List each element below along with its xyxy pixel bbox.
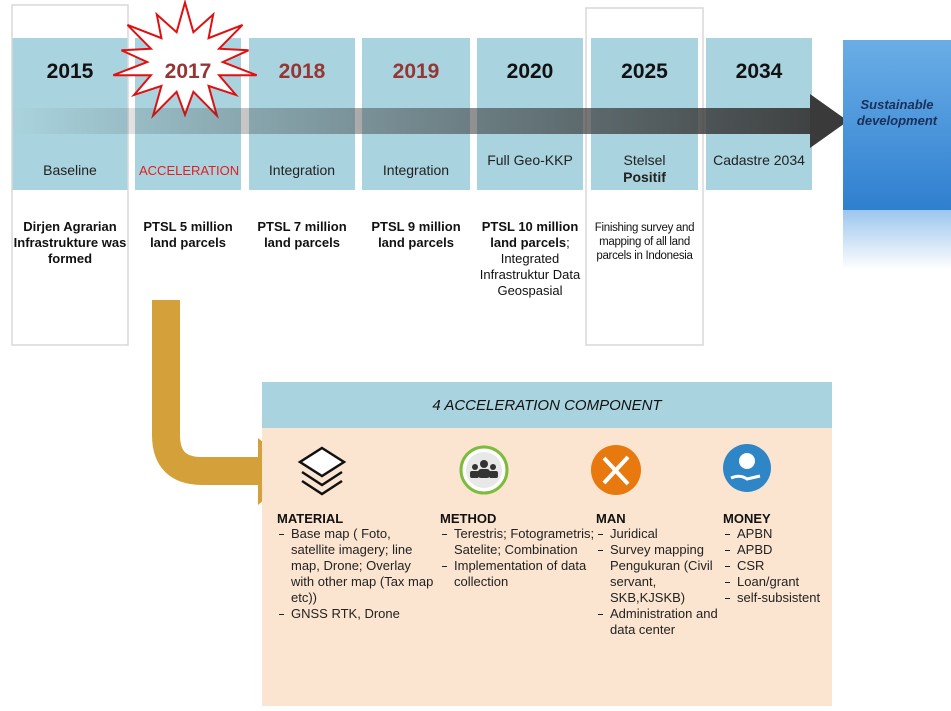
points: Juridical Survey mapping Pengukuran (Civi…	[596, 526, 723, 638]
phase: ACCELERATION	[139, 162, 240, 179]
goal: Sustainable development	[856, 97, 938, 128]
description: PTSL 7 million land parcels	[249, 219, 355, 251]
timeline-arrowhead	[810, 94, 848, 148]
point: Base map ( Foto, satellite imagery; line…	[277, 526, 437, 606]
goal-fade	[843, 210, 951, 270]
point: GNSS RTK, Drone	[277, 606, 437, 622]
year: 2015	[46, 60, 94, 83]
component: MAN Juridical Survey mapping Pengukuran (C…	[596, 511, 723, 638]
phase: Integration	[366, 162, 466, 179]
description: Dirjen Agrarian Infrastrukture was forme…	[12, 219, 128, 267]
method-icon	[459, 445, 509, 495]
phase-text: Baseline	[43, 162, 97, 178]
year: 2034	[735, 60, 783, 83]
description: PTSL 10 million land parcels; Integrated…	[477, 219, 583, 299]
component: MONEY APBN APBD CSR Loan/grant self-subsisten…	[723, 511, 831, 606]
point: Terestris; Fotogrametris; Satelite; Comb…	[440, 526, 595, 558]
description-text: PTSL 7 million land parcels	[257, 219, 347, 250]
point: Juridical	[596, 526, 723, 542]
description: PTSL 9 million land parcels	[362, 219, 470, 251]
phase-text: Cadastre 2034	[713, 152, 805, 168]
frame	[585, 7, 704, 346]
phase-text: Integration	[382, 162, 450, 178]
year: 2017	[164, 60, 212, 83]
phase-text: Integration	[268, 162, 336, 178]
year: 2018	[278, 60, 326, 83]
component: MATERIAL Base map ( Foto, satellite image…	[277, 511, 437, 622]
points: Base map ( Foto, satellite imagery; line…	[277, 526, 437, 622]
point: self-subsistent	[723, 590, 831, 606]
point: APBD	[723, 542, 831, 558]
phase-text: ACCELERATION	[139, 163, 240, 178]
point: APBN	[723, 526, 831, 542]
phase: Integration	[253, 162, 351, 179]
phase: Full Geo-KKP	[481, 152, 579, 169]
phase: Stelsel Positif	[595, 152, 694, 186]
phase-text: Full Geo-KKP	[487, 152, 573, 168]
point: CSR	[723, 558, 831, 574]
goal-box	[843, 40, 951, 210]
component-title: 4 ACCELERATION COMPONENT	[432, 397, 662, 414]
description: Finishing survey and mapping of all land…	[591, 221, 698, 263]
component-name: MONEY	[723, 511, 771, 526]
note: Finishing survey and mapping of all land…	[594, 222, 695, 262]
phase: Cadastre 2034	[710, 152, 808, 169]
description-text: PTSL 5 million land parcels	[143, 219, 233, 250]
point: Implementation of data collection	[440, 558, 595, 590]
point: Loan/grant	[723, 574, 831, 590]
component: METHOD Terestris; Fotogrametris; Satelite…	[440, 511, 595, 590]
material-icon	[297, 446, 347, 496]
money-icon	[723, 444, 771, 492]
component-name: MAN	[596, 511, 626, 526]
description-text: PTSL 9 million land parcels	[371, 219, 461, 250]
points: APBN APBD CSR Loan/grant self-subsistent	[723, 526, 831, 606]
year: 2020	[506, 60, 554, 83]
points: Terestris; Fotogrametris; Satelite; Comb…	[440, 526, 595, 590]
man-icon	[591, 445, 641, 495]
year: 2019	[392, 60, 440, 83]
phase-bold: Positif	[623, 169, 666, 185]
timeline-arrow-body	[12, 108, 812, 134]
year: 2025	[621, 60, 668, 83]
component-header	[262, 382, 832, 428]
phase-text: Stelsel	[623, 152, 666, 168]
description-text: PTSL 10 million land parcels	[481, 219, 579, 250]
note: ; Integrated Infrastruktur Data Geospasi…	[479, 235, 581, 298]
component-name: MATERIAL	[277, 511, 344, 526]
gold-arrow	[152, 300, 262, 485]
component-name: METHOD	[440, 511, 497, 526]
description-text: Dirjen Agrarian Infrastrukture was forme…	[13, 219, 127, 266]
description: PTSL 5 million land parcels	[135, 219, 241, 251]
point: Administration and data center	[596, 606, 723, 638]
frame	[11, 4, 129, 346]
point: Survey mapping Pengukuran (Civil servant…	[596, 542, 723, 606]
phase: Baseline	[16, 162, 124, 179]
